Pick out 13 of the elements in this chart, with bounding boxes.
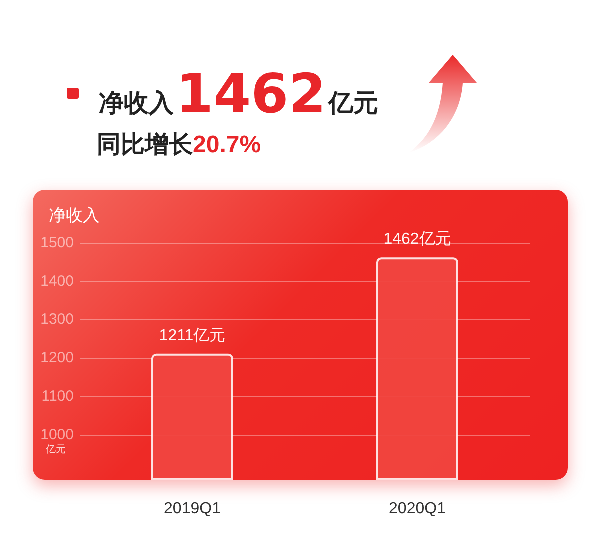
chart-subtitle: 同比增长20.7% <box>97 132 262 158</box>
data-label: 1462亿元 <box>384 231 452 248</box>
y-axis-title: 净收入 <box>49 206 100 225</box>
y-tick-label: 1200 <box>40 350 74 367</box>
y-tick-label: 1400 <box>40 272 74 290</box>
text: 亿元 <box>45 444 66 456</box>
x-tick-label: 2020Q1 <box>389 500 446 518</box>
x-tick-label: 2019Q1 <box>164 500 222 518</box>
y-tick-label: 1300 <box>40 311 74 328</box>
y-tick-label: 1500 <box>40 234 74 252</box>
y-tick-label: 1000 <box>40 426 74 444</box>
y-tick-label: 1100 <box>42 388 74 405</box>
data-label: 1211亿元 <box>159 327 226 344</box>
